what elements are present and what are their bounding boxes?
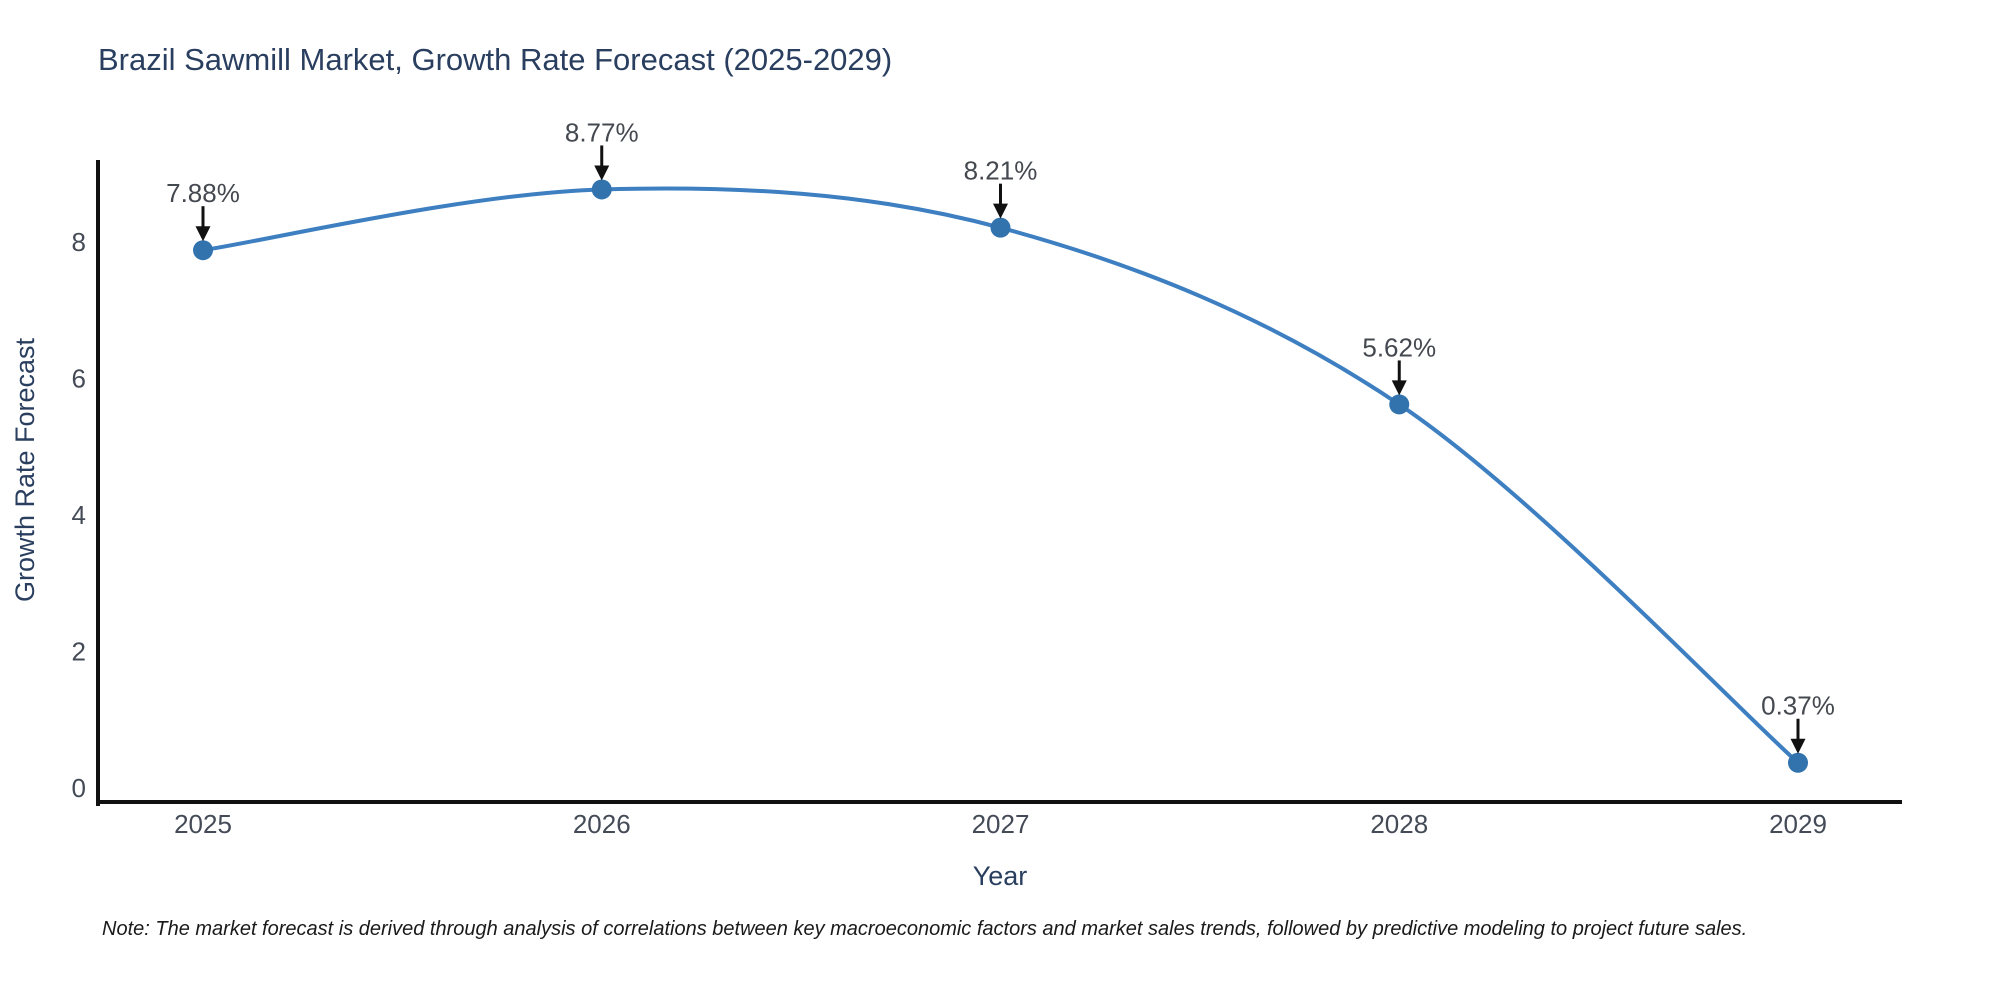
annotation-arrow-head-icon <box>1391 380 1407 396</box>
y-tick-label: 8 <box>72 227 86 257</box>
annotation-arrow-head-icon <box>594 165 610 181</box>
point-value-label: 8.77% <box>565 117 639 147</box>
x-tick-label: 2025 <box>174 809 232 839</box>
forecast-line <box>201 186 1800 765</box>
x-tick-label: 2028 <box>1370 809 1428 839</box>
data-point-marker[interactable] <box>990 217 1011 238</box>
y-tick-label: 0 <box>72 773 86 803</box>
point-value-label: 7.88% <box>166 178 240 208</box>
y-tick-label: 2 <box>72 637 86 667</box>
y-axis-spine <box>96 160 100 806</box>
data-point-marker[interactable] <box>1788 752 1808 773</box>
point-value-label: 5.62% <box>1362 332 1436 362</box>
annotation-arrow-head-icon <box>1790 738 1806 754</box>
y-axis-title: Growth Rate Forecast <box>10 337 40 602</box>
note-text: Note: The market forecast is derived thr… <box>102 918 1748 940</box>
x-axis-spine <box>96 800 1902 804</box>
data-point-marker[interactable] <box>591 179 612 200</box>
data-point-marker[interactable] <box>1389 394 1410 415</box>
point-value-label: 0.37% <box>1761 691 1835 721</box>
annotation-arrow-head-icon <box>993 203 1008 219</box>
chart-title: Brazil Sawmill Market, Growth Rate Forec… <box>98 42 893 77</box>
x-tick-label: 2027 <box>972 809 1030 839</box>
annotation-arrow-head-icon <box>195 226 211 242</box>
x-axis-title: Year <box>973 861 1028 891</box>
point-value-label: 8.21% <box>964 156 1038 186</box>
x-tick-label: 2026 <box>573 809 631 839</box>
y-tick-label: 6 <box>72 364 86 394</box>
data-point-marker[interactable] <box>193 240 213 261</box>
y-tick-label: 4 <box>72 500 86 530</box>
x-tick-label: 2029 <box>1769 809 1827 839</box>
